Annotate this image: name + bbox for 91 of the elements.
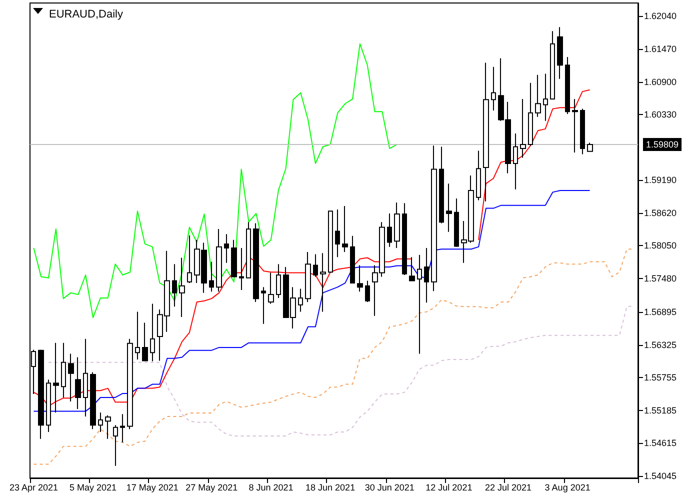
x-tick-label: 8 Jun 2021 bbox=[248, 482, 294, 492]
y-tick-label: 1.62040 bbox=[644, 11, 677, 22]
y-tick-label: 1.56325 bbox=[644, 340, 677, 350]
candlestick bbox=[216, 228, 222, 292]
candlestick bbox=[98, 412, 103, 432]
candlestick bbox=[298, 288, 303, 312]
candlestick bbox=[120, 414, 125, 443]
candlestick bbox=[113, 424, 118, 466]
candlestick bbox=[187, 234, 192, 284]
candlestick bbox=[491, 66, 496, 112]
candlestick bbox=[483, 62, 489, 202]
candlestick bbox=[402, 202, 407, 276]
y-tick-label: 1.60900 bbox=[644, 76, 677, 87]
candlestick bbox=[572, 98, 578, 154]
candlestick bbox=[409, 256, 415, 282]
candlestick bbox=[446, 183, 452, 232]
candlestick bbox=[172, 264, 177, 308]
candlestick bbox=[528, 82, 533, 146]
x-tick-label: 22 Jul 2021 bbox=[484, 482, 532, 492]
ref-line-label: 1.59809 bbox=[646, 140, 679, 150]
x-tick-label: 17 May 2021 bbox=[126, 482, 178, 492]
candlestick bbox=[38, 349, 44, 440]
candlestick bbox=[83, 338, 88, 417]
candlestick bbox=[142, 322, 148, 362]
candlestick bbox=[365, 280, 370, 303]
x-tick-label: 30 Jun 2021 bbox=[364, 482, 414, 492]
candlestick bbox=[580, 108, 585, 155]
candlestick bbox=[587, 142, 593, 152]
candlestick bbox=[320, 252, 326, 312]
candlestick bbox=[550, 30, 555, 100]
candlestick bbox=[75, 356, 81, 410]
candlestick bbox=[313, 254, 318, 278]
candlestick bbox=[179, 257, 185, 318]
y-tick-label: 1.59190 bbox=[644, 175, 677, 186]
y-tick-label: 1.61470 bbox=[644, 44, 677, 54]
candlestick bbox=[261, 286, 266, 324]
candlestick bbox=[350, 235, 355, 284]
y-tick-label: 1.58620 bbox=[644, 208, 677, 218]
candlestick bbox=[53, 342, 59, 413]
y-tick-label: 1.54045 bbox=[644, 470, 677, 481]
y-tick-label: 1.54615 bbox=[644, 438, 677, 448]
candlestick bbox=[535, 74, 541, 118]
x-tick-label: 18 Jun 2021 bbox=[306, 482, 356, 492]
y-tick-label: 1.57480 bbox=[644, 273, 677, 284]
candlestick bbox=[305, 252, 311, 303]
x-tick-label: 27 May 2021 bbox=[186, 482, 238, 492]
candlestick bbox=[239, 247, 244, 290]
x-tick-label: 23 Apr 2021 bbox=[9, 482, 58, 492]
candlestick bbox=[454, 198, 459, 248]
line-series bbox=[33, 190, 590, 412]
candlestick bbox=[135, 311, 140, 360]
y-tick-label: 1.55755 bbox=[644, 372, 677, 383]
candlestick bbox=[335, 208, 340, 258]
candlestick bbox=[90, 372, 96, 430]
x-tick-label: 3 Aug 2021 bbox=[544, 482, 590, 492]
candlestick bbox=[342, 205, 348, 252]
candlestick bbox=[417, 254, 422, 354]
y-tick-label: 1.55185 bbox=[644, 405, 677, 416]
candlestick bbox=[224, 234, 229, 264]
candlestick bbox=[543, 73, 548, 122]
candlestick bbox=[246, 222, 251, 278]
candlestick bbox=[150, 303, 155, 362]
y-tick-label: 1.60330 bbox=[644, 110, 677, 120]
candlestick bbox=[513, 133, 518, 190]
candlestick bbox=[387, 212, 392, 248]
candlestick bbox=[209, 261, 214, 292]
candlestick bbox=[61, 342, 66, 398]
y-tick-label: 1.58050 bbox=[644, 240, 677, 251]
candlestick bbox=[565, 56, 570, 114]
candlestick bbox=[253, 222, 259, 303]
candlestick bbox=[424, 247, 429, 304]
y-tick-label: 1.56895 bbox=[644, 307, 677, 318]
candlestick bbox=[394, 202, 400, 248]
candlestick bbox=[68, 353, 74, 402]
candlestick bbox=[46, 379, 51, 432]
line-series bbox=[33, 43, 398, 318]
x-tick-label: 5 May 2021 bbox=[70, 482, 117, 492]
candlestick bbox=[520, 98, 526, 158]
candlestick bbox=[357, 264, 363, 292]
candlestick bbox=[557, 26, 563, 80]
candlestick bbox=[231, 239, 237, 278]
candlestick bbox=[276, 264, 281, 299]
candlestick bbox=[431, 145, 437, 292]
candlestick bbox=[439, 146, 444, 224]
candlestick bbox=[476, 150, 481, 201]
candlestick bbox=[328, 210, 333, 274]
candlestick bbox=[268, 272, 274, 304]
text: EURAUD,Daily bbox=[49, 8, 124, 20]
candlestick bbox=[127, 338, 133, 430]
x-tick-label: 12 Jul 2021 bbox=[426, 482, 472, 492]
candlestick bbox=[105, 414, 111, 440]
